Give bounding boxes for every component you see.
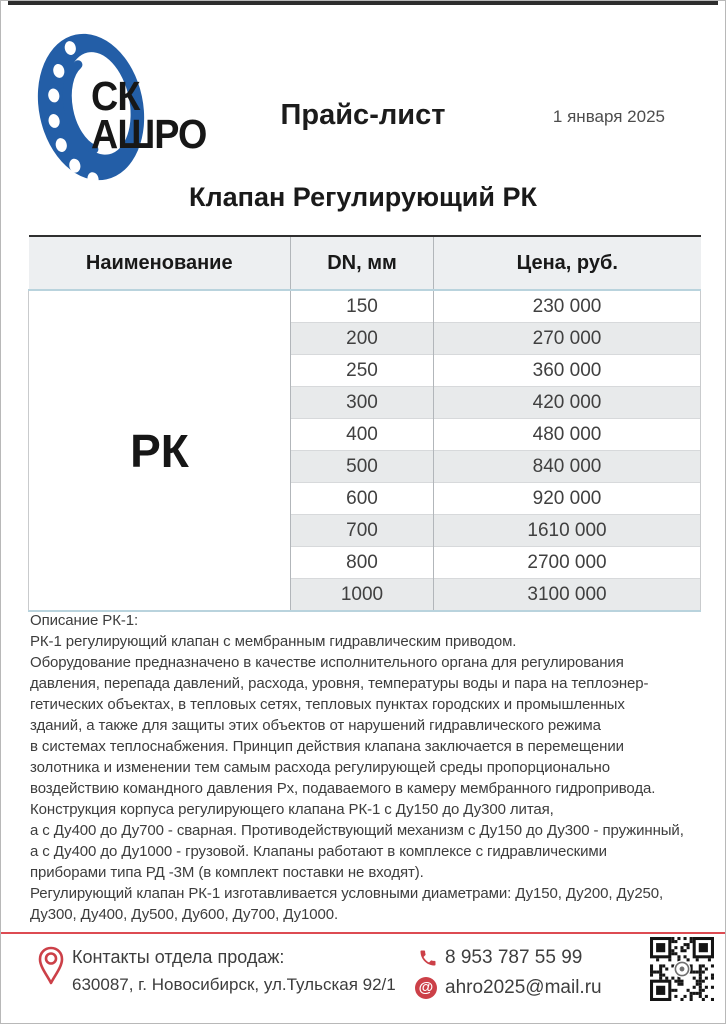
contacts-address: 630087, г. Новосибирск, ул.Тульская 92/1 (72, 975, 396, 994)
qr-code (650, 937, 714, 1001)
price-table: Наименование DN, мм Цена, руб. РК 150 23… (28, 235, 701, 612)
phone-icon (420, 950, 436, 966)
page-title: Прайс-лист (280, 99, 446, 131)
price-cell: 230 000 (433, 290, 701, 323)
product-title: Клапан Регулирующий РК (189, 182, 537, 212)
column-header-name: Наименование (28, 235, 291, 291)
description-heading: Описание РК-1: (30, 612, 139, 629)
price-cell: 480 000 (433, 418, 701, 451)
table-row: 600 920 000 (29, 482, 701, 515)
flange-icon (37, 33, 145, 187)
company-name: СК АШРО (91, 73, 207, 157)
dn-cell: 200 (290, 322, 434, 355)
company-name-line2: АШРО (91, 111, 207, 157)
table-row: 250 360 000 (29, 354, 701, 387)
table-row: 700 1610 000 (29, 514, 701, 547)
email-address: ahro2025@mail.ru (445, 977, 602, 998)
table-row: 300 420 000 (29, 386, 701, 419)
dn-cell: 150 (290, 290, 434, 323)
dn-cell: 300 (290, 386, 434, 419)
footer-divider (1, 932, 725, 934)
date-label: 1 января 2025 (552, 107, 665, 126)
dn-cell: 800 (290, 546, 434, 579)
price-cell: 420 000 (433, 386, 701, 419)
dn-cell: 1000 (290, 578, 434, 612)
phone-number: 8 953 787 55 99 (445, 947, 583, 968)
column-header-dn: DN, мм (290, 235, 434, 291)
dn-cell: 400 (290, 418, 434, 451)
table-header-row: Наименование DN, мм Цена, руб. (28, 235, 701, 291)
email-icon: @ (415, 977, 437, 999)
contacts-label: Контакты отдела продаж: (72, 947, 285, 967)
product-name-cell: РК (28, 290, 291, 612)
location-pin-icon (38, 946, 64, 985)
price-cell: 270 000 (433, 322, 701, 355)
price-cell: 3100 000 (433, 578, 701, 612)
company-logo: СК АШРО (31, 25, 261, 190)
table-row: 1000 3100 000 (29, 578, 701, 612)
table-row: 800 2700 000 (29, 546, 701, 579)
dn-cell: 600 (290, 482, 434, 515)
table-row: 500 840 000 (29, 450, 701, 483)
table-row: 200 270 000 (29, 322, 701, 355)
product-description: Описание РК-1: РК-1 регулирующий клапан … (30, 610, 703, 925)
company-name-line1: СК (91, 73, 140, 119)
price-cell: 2700 000 (433, 546, 701, 579)
dn-cell: 700 (290, 514, 434, 547)
price-cell: 840 000 (433, 450, 701, 483)
price-cell: 1610 000 (433, 514, 701, 547)
table-row: РК 150 230 000 (28, 290, 701, 612)
table-row: 400 480 000 (29, 418, 701, 451)
price-cell: 360 000 (433, 354, 701, 387)
description-text: РК-1 регулирующий клапан с мембранным ги… (30, 633, 684, 923)
top-edge-bar (8, 1, 718, 5)
dn-cell: 500 (290, 450, 434, 483)
price-cell: 920 000 (433, 482, 701, 515)
column-header-price: Цена, руб. (433, 235, 701, 291)
dn-cell: 250 (290, 354, 434, 387)
